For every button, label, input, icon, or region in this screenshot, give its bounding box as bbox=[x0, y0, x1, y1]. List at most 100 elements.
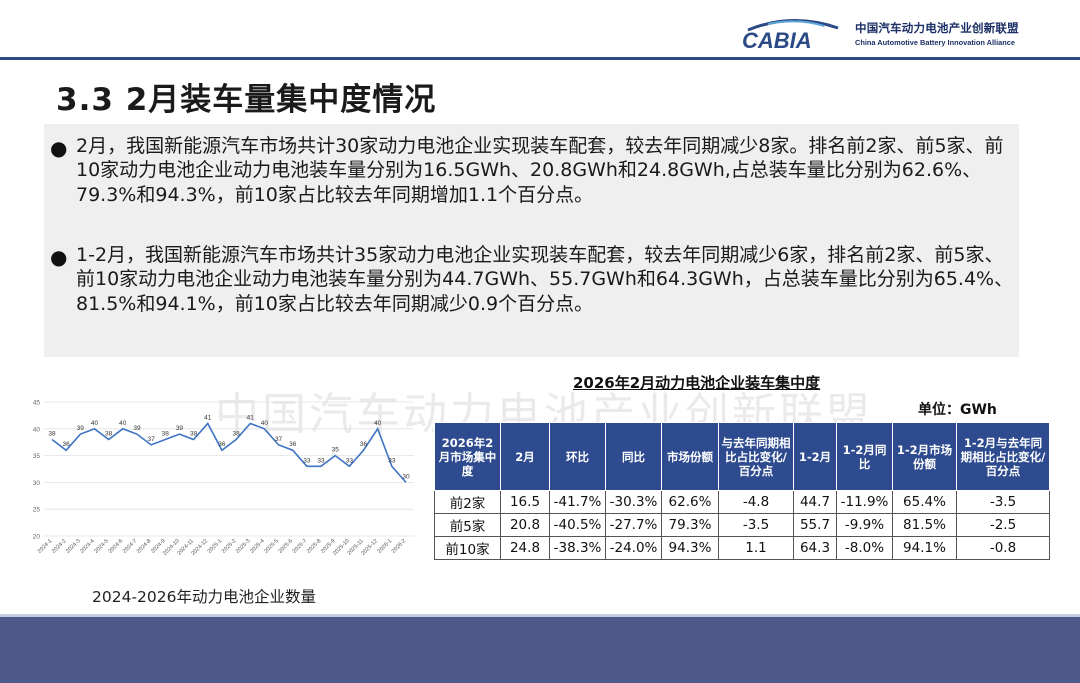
data-label: 33 bbox=[346, 457, 354, 464]
chart-caption: 2024-2026年动力电池企业数量 bbox=[92, 588, 316, 606]
summary-paragraph-2: 1-2月，我国新能源汽车市场共计35家动力电池企业实现装车配套，较去年同期减少6… bbox=[76, 244, 1014, 315]
table-cell: -8.0% bbox=[836, 536, 893, 560]
x-tick-label: 2025-3 bbox=[235, 538, 252, 555]
table-cell: 65.4% bbox=[892, 490, 957, 514]
table-header-row: 2026年2月市场集中度 2月 环比 同比 市场份额 与去年同期相比占比变化/百… bbox=[434, 422, 1050, 491]
x-tick-label: 2025-5 bbox=[263, 538, 280, 555]
column-header: 同比 bbox=[605, 422, 662, 491]
bullet-dot: ● bbox=[50, 245, 68, 269]
table-cell: -4.8 bbox=[718, 490, 794, 514]
x-tick-label: 2025-7 bbox=[292, 538, 309, 555]
data-label: 33 bbox=[303, 457, 311, 464]
y-tick-label: 40 bbox=[33, 426, 41, 433]
column-header: 2026年2月市场集中度 bbox=[434, 422, 501, 491]
table-cell: 16.5 bbox=[500, 490, 550, 514]
column-header: 1-2月同比 bbox=[836, 422, 893, 491]
table-cell: -2.5 bbox=[956, 513, 1050, 537]
data-label: 41 bbox=[247, 414, 255, 421]
table-cell: -41.7% bbox=[549, 490, 606, 514]
summary-box: ● 2月，我国新能源汽车市场共计30家动力电池企业实现装车配套，较去年同期减少8… bbox=[44, 124, 1019, 357]
table-cell: 64.3 bbox=[793, 536, 837, 560]
org-name-en: China Automotive Battery Innovation Alli… bbox=[855, 38, 1016, 47]
data-label: 40 bbox=[261, 420, 269, 427]
table-cell: 前2家 bbox=[434, 490, 501, 514]
data-label: 38 bbox=[105, 431, 113, 438]
org-name-cn: 中国汽车动力电池产业创新联盟 bbox=[855, 21, 1019, 35]
y-tick-label: 30 bbox=[33, 480, 41, 487]
y-tick-label: 35 bbox=[33, 453, 41, 460]
x-tick-label: 2026-1 bbox=[377, 538, 394, 555]
data-label: 40 bbox=[91, 420, 99, 427]
table-row: 前5家 20.8 -40.5% -27.7% 79.3% -3.5 55.7 -… bbox=[434, 513, 1050, 537]
x-tick-label: 2026-2 bbox=[391, 538, 408, 555]
table-cell: -0.8 bbox=[956, 536, 1050, 560]
x-tick-label: 2024-3 bbox=[65, 538, 82, 555]
table-cell: 62.6% bbox=[661, 490, 719, 514]
table-cell: 24.8 bbox=[500, 536, 550, 560]
page-title: 3.3 2月装车量集中度情况 bbox=[56, 82, 437, 118]
table-cell: -9.9% bbox=[836, 513, 893, 537]
summary-paragraph-1: 2月，我国新能源汽车市场共计30家动力电池企业实现装车配套，较去年同期减少8家。… bbox=[76, 135, 1004, 206]
data-label: 40 bbox=[374, 420, 382, 427]
x-tick-label: 2024-8 bbox=[136, 538, 153, 555]
data-label: 38 bbox=[232, 431, 240, 438]
data-label: 33 bbox=[317, 457, 325, 464]
table-title: 2026年2月动力电池企业装车集中度 bbox=[573, 374, 821, 392]
cabia-logo: CABIA bbox=[742, 19, 839, 53]
unit-label: 单位：GWh bbox=[918, 402, 997, 418]
data-label: 36 bbox=[218, 441, 226, 448]
header-bar: CABIA 中国汽车动力电池产业创新联盟 China Automotive Ba… bbox=[0, 0, 1080, 62]
x-tick-label: 2024-7 bbox=[122, 538, 139, 555]
table-cell: 55.7 bbox=[793, 513, 837, 537]
table-cell: -40.5% bbox=[549, 513, 606, 537]
table-cell: 前5家 bbox=[434, 513, 501, 537]
column-header: 1-2月与去年同期相比占比变化/百分点 bbox=[956, 422, 1050, 491]
data-label: 38 bbox=[48, 431, 56, 438]
data-label: 39 bbox=[176, 425, 184, 432]
data-label: 36 bbox=[289, 441, 297, 448]
table-cell: 前10家 bbox=[434, 536, 501, 560]
footer-divider bbox=[0, 614, 1080, 617]
table-cell: 1.1 bbox=[718, 536, 794, 560]
column-header: 与去年同期相比占比变化/百分点 bbox=[718, 422, 794, 491]
data-label: 40 bbox=[119, 420, 127, 427]
table-cell: -38.3% bbox=[549, 536, 606, 560]
table-cell: -27.7% bbox=[605, 513, 662, 537]
data-label: 41 bbox=[204, 414, 212, 421]
table-cell: -24.0% bbox=[605, 536, 662, 560]
x-tick-label: 2024-6 bbox=[108, 538, 125, 555]
concentration-table: 2026年2月市场集中度 2月 环比 同比 市场份额 与去年同期相比占比变化/百… bbox=[434, 422, 1050, 560]
x-tick-label: 2024-1 bbox=[37, 538, 54, 555]
data-label: 30 bbox=[402, 473, 410, 480]
enterprise-count-line-chart: 20 25 30 35 40 45 38 36 39 40 38 40 39 37 38 39 38 41 36 38… bbox=[33, 400, 414, 557]
data-label: 36 bbox=[63, 441, 71, 448]
x-tick-label: 2025-8 bbox=[306, 538, 323, 555]
data-label: 37 bbox=[275, 436, 283, 443]
column-header: 2月 bbox=[500, 422, 550, 491]
data-label: 38 bbox=[162, 431, 170, 438]
column-header: 市场份额 bbox=[661, 422, 719, 491]
x-tick-label: 2025-4 bbox=[249, 538, 266, 555]
table-row: 前10家 24.8 -38.3% -24.0% 94.3% 1.1 64.3 -… bbox=[434, 536, 1050, 560]
table-cell: 94.3% bbox=[661, 536, 719, 560]
table-cell: -3.5 bbox=[718, 513, 794, 537]
y-tick-label: 20 bbox=[33, 534, 41, 541]
column-header: 1-2月市场份额 bbox=[892, 422, 957, 491]
table-cell: 94.1% bbox=[892, 536, 957, 560]
table-row: 前2家 16.5 -41.7% -30.3% 62.6% -4.8 44.7 -… bbox=[434, 490, 1050, 514]
data-label: 35 bbox=[332, 447, 340, 454]
y-tick-label: 45 bbox=[33, 400, 41, 407]
data-label: 39 bbox=[133, 425, 141, 432]
y-tick-label: 25 bbox=[33, 507, 41, 514]
org-name: 中国汽车动力电池产业创新联盟 China Automotive Battery … bbox=[855, 20, 1019, 47]
data-label: 36 bbox=[360, 441, 368, 448]
footer-bar bbox=[0, 617, 1080, 683]
column-header: 环比 bbox=[549, 422, 606, 491]
data-label: 33 bbox=[388, 457, 396, 464]
header-divider bbox=[0, 57, 1080, 60]
table-cell: -3.5 bbox=[956, 490, 1050, 514]
x-tick-label: 2024-4 bbox=[79, 538, 96, 555]
logo-text: CABIA bbox=[742, 28, 812, 53]
x-tick-label: 2025-6 bbox=[278, 538, 295, 555]
x-tick-label: 2025-1 bbox=[207, 538, 224, 555]
